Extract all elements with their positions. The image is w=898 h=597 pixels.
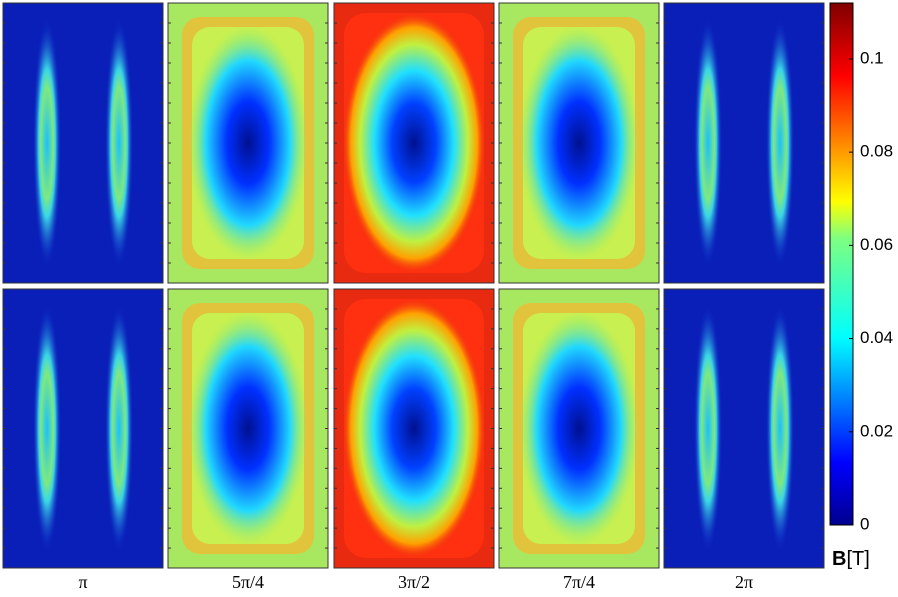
column-label: π <box>78 572 87 592</box>
field-lobe <box>766 305 794 552</box>
field-panel <box>2 2 164 284</box>
field-lobe <box>694 19 722 267</box>
colorbar-symbol: B <box>832 548 846 570</box>
colorbar-tick-label: 0 <box>860 514 869 533</box>
field-panel <box>333 288 495 569</box>
field-lobe <box>33 19 61 267</box>
colorbar-unit: [T] <box>846 548 869 570</box>
field-core <box>519 25 639 261</box>
colorbar-tick-label: 0.06 <box>860 235 893 254</box>
colorbar-tick-label: 0.04 <box>860 328 893 347</box>
field-panel <box>498 2 660 284</box>
panels <box>2 2 825 569</box>
field-core <box>519 311 639 546</box>
field-panel <box>498 288 660 569</box>
field-panel <box>167 2 329 284</box>
field-core <box>342 297 486 560</box>
field-lobe <box>105 305 133 552</box>
colorbar-tick-label: 0.02 <box>860 421 893 440</box>
colorbar <box>829 2 854 526</box>
panel-background <box>663 2 825 284</box>
panel-background <box>2 2 164 284</box>
field-lobe <box>105 19 133 267</box>
field-panel <box>2 288 164 569</box>
field-panel <box>333 2 495 284</box>
colorbar-tick-label: 0.08 <box>860 142 893 161</box>
column-label: 3π/2 <box>398 572 430 592</box>
field-panel <box>167 288 329 569</box>
column-label: 2π <box>735 572 753 592</box>
field-lobe <box>766 19 794 267</box>
panel-background <box>663 288 825 569</box>
field-panel <box>663 288 825 569</box>
colorbar-tick-label: 0.1 <box>860 48 884 67</box>
panel-background <box>2 288 164 569</box>
column-label: 5π/4 <box>232 572 264 592</box>
field-core <box>342 11 486 275</box>
field-panel <box>663 2 825 284</box>
field-core <box>188 25 308 261</box>
field-lobe <box>694 305 722 552</box>
colorbar-label: B[T] <box>832 548 870 570</box>
field-lobe <box>33 305 61 552</box>
column-label: 7π/4 <box>563 572 595 592</box>
field-core <box>188 311 308 546</box>
